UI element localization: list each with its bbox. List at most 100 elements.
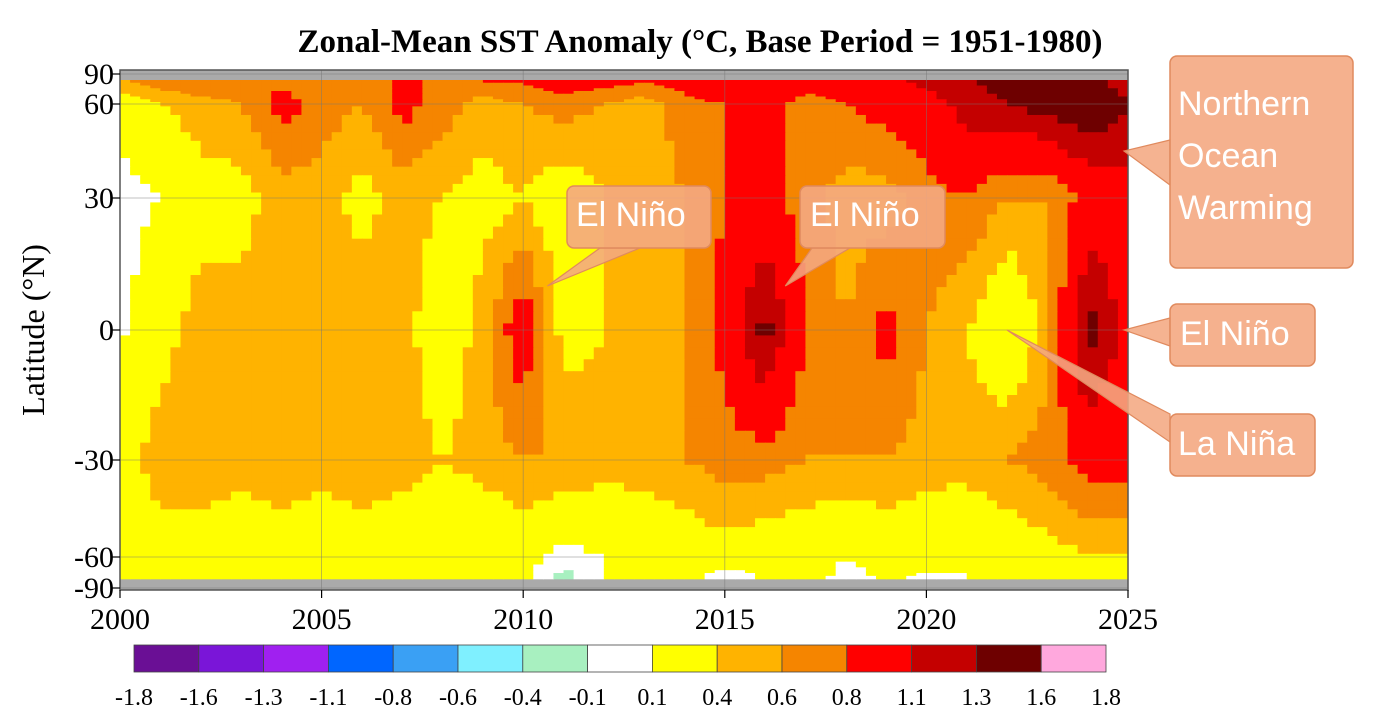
- heatmap-cell: [120, 99, 131, 103]
- heatmap-cell: [785, 132, 796, 142]
- heatmap-cell: [140, 491, 151, 502]
- heatmap-cell: [341, 395, 353, 408]
- heatmap-cell: [654, 175, 665, 185]
- heatmap-cell: [664, 430, 675, 444]
- heatmap-cell: [815, 158, 827, 168]
- heatmap-cell: [240, 287, 252, 300]
- heatmap-cell: [896, 509, 907, 519]
- heatmap-cell: [795, 311, 807, 324]
- heatmap-cell: [744, 102, 756, 107]
- heatmap-cell: [382, 250, 393, 264]
- heatmap-cell: [744, 359, 756, 372]
- heatmap-cell: [392, 91, 403, 95]
- heatmap-cell: [533, 123, 544, 133]
- heatmap-cell: [452, 93, 464, 98]
- heatmap-cell: [775, 359, 786, 372]
- heatmap-cell: [835, 250, 847, 264]
- heatmap-cell: [1017, 183, 1028, 194]
- heatmap-cell: [996, 527, 1008, 537]
- heatmap-cell: [603, 114, 615, 125]
- heatmap-cell: [553, 96, 565, 100]
- heatmap-cell: [684, 88, 696, 92]
- heatmap-cell: [1097, 202, 1109, 216]
- heatmap-cell: [563, 175, 575, 185]
- heatmap-cell: [462, 114, 474, 125]
- heatmap-cell: [946, 518, 958, 528]
- heatmap-cell: [1037, 464, 1048, 475]
- heatmap-cell: [1107, 371, 1119, 384]
- heatmap-cell: [251, 509, 262, 519]
- heatmap-cell: [351, 464, 363, 475]
- heatmap-cell: [825, 491, 837, 502]
- heatmap-cell: [210, 464, 222, 475]
- heatmap-cell: [1107, 262, 1119, 276]
- heatmap-cell: [553, 132, 565, 142]
- heatmap-cell: [341, 96, 353, 100]
- heatmap-cell: [190, 106, 202, 116]
- heatmap-cell: [251, 114, 262, 125]
- heatmap-cell: [140, 202, 151, 216]
- heatmap-cell: [805, 509, 817, 519]
- heatmap-cell: [714, 214, 726, 228]
- heatmap-cell: [422, 406, 434, 420]
- heatmap-cell: [321, 299, 333, 312]
- heatmap-cell: [392, 102, 403, 107]
- heatmap-cell: [251, 371, 262, 384]
- heatmap-cell: [1067, 106, 1079, 116]
- heatmap-cell: [855, 82, 867, 87]
- heatmap-cell: [1117, 214, 1128, 228]
- heatmap-cell: [533, 383, 544, 396]
- heatmap-cell: [311, 359, 323, 372]
- heatmap-cell: [311, 80, 323, 84]
- heatmap-cell: [150, 80, 161, 84]
- heatmap-cell: [341, 299, 353, 312]
- heatmap-cell: [281, 491, 292, 502]
- heatmap-cell: [200, 418, 212, 432]
- heatmap-cell: [472, 214, 484, 228]
- heatmap-cell: [714, 102, 726, 107]
- heatmap-cell: [886, 491, 897, 502]
- heatmap-cell: [220, 214, 232, 228]
- heatmap-cell: [573, 287, 585, 300]
- heatmap-cell: [331, 80, 343, 84]
- heatmap-cell: [120, 214, 131, 228]
- heatmap-cell: [281, 82, 292, 87]
- heatmap-cell: [543, 311, 555, 324]
- heatmap-cell: [1027, 238, 1038, 252]
- heatmap-cell: [704, 106, 716, 116]
- heatmap-cell: [785, 149, 796, 159]
- heatmap-cell: [1017, 473, 1028, 484]
- heatmap-cell: [311, 406, 323, 420]
- heatmap-cell: [140, 80, 151, 84]
- heatmap-cell: [120, 158, 131, 168]
- heatmap-cell: [503, 114, 514, 125]
- heatmap-cell: [805, 166, 817, 176]
- heatmap-cell: [815, 347, 827, 360]
- heatmap-cell: [724, 473, 736, 484]
- heatmap-cell: [926, 80, 938, 84]
- heatmap-cell: [361, 418, 373, 432]
- heatmap-cell: [956, 140, 968, 151]
- heatmap-cell: [1037, 91, 1048, 95]
- heatmap-cell: [744, 202, 756, 216]
- heatmap-cell: [886, 275, 897, 288]
- heatmap-cell: [230, 99, 242, 103]
- heatmap-cell: [321, 250, 333, 264]
- heatmap-cell: [1057, 509, 1069, 519]
- heatmap-cell: [1027, 114, 1038, 125]
- heatmap-cell: [412, 99, 423, 103]
- heatmap-cell: [442, 442, 454, 456]
- heatmap-cell: [261, 226, 272, 240]
- heatmap-cell: [573, 311, 585, 324]
- heatmap-cell: [372, 93, 383, 98]
- heatmap-cell: [573, 383, 585, 396]
- heatmap-cell: [936, 275, 948, 288]
- heatmap-cell: [160, 102, 171, 107]
- heatmap-cell: [392, 149, 403, 159]
- heatmap-cell: [1077, 226, 1089, 240]
- heatmap-cell: [815, 500, 827, 510]
- heatmap-cell: [503, 102, 514, 107]
- heatmap-cell: [200, 335, 212, 348]
- heatmap-cell: [785, 442, 796, 456]
- heatmap-cell: [876, 442, 887, 456]
